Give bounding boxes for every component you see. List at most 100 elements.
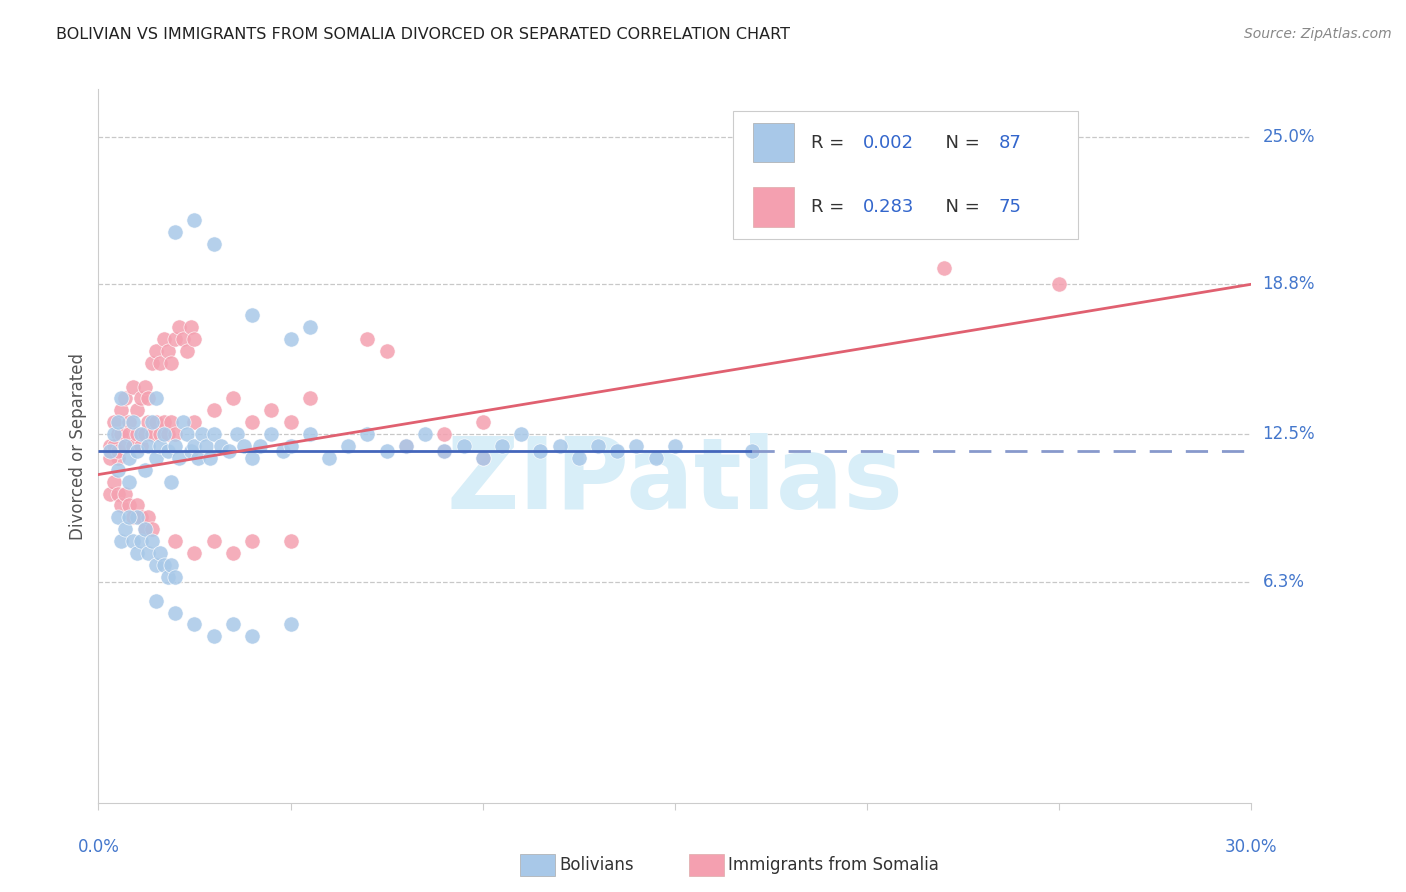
Text: N =: N = — [935, 134, 986, 152]
Point — [202, 629, 225, 643]
Point — [110, 534, 132, 549]
Point — [118, 510, 141, 524]
Point — [152, 558, 174, 572]
Point — [107, 450, 129, 465]
Text: 0.0%: 0.0% — [77, 838, 120, 855]
Point — [1047, 277, 1070, 292]
Point — [471, 415, 494, 429]
Point — [98, 486, 121, 500]
Point — [222, 392, 245, 406]
Text: Immigrants from Somalia: Immigrants from Somalia — [728, 856, 939, 874]
Text: Source: ZipAtlas.com: Source: ZipAtlas.com — [1244, 27, 1392, 41]
Point — [114, 392, 136, 406]
Point — [548, 439, 571, 453]
Point — [165, 225, 187, 239]
Point — [156, 427, 179, 442]
Point — [103, 427, 125, 442]
Point — [129, 439, 152, 453]
Point — [114, 486, 136, 500]
Point — [122, 534, 145, 549]
Point — [240, 534, 263, 549]
Point — [165, 570, 187, 584]
Point — [122, 439, 145, 453]
Point — [156, 570, 179, 584]
Point — [471, 450, 494, 465]
Text: 75: 75 — [998, 198, 1022, 216]
Point — [160, 415, 183, 429]
Point — [134, 522, 156, 536]
Point — [129, 534, 152, 549]
Point — [165, 427, 187, 442]
Point — [260, 427, 283, 442]
Point — [149, 356, 172, 370]
Text: 0.283: 0.283 — [863, 198, 914, 216]
Point — [160, 558, 183, 572]
Text: Bolivians: Bolivians — [560, 856, 634, 874]
Point — [318, 450, 340, 465]
Point — [395, 439, 418, 453]
Point — [298, 320, 321, 334]
Point — [183, 617, 205, 632]
Point — [218, 443, 240, 458]
Point — [145, 392, 167, 406]
Point — [103, 439, 125, 453]
Point — [98, 443, 121, 458]
Point — [110, 403, 132, 417]
Text: 0.002: 0.002 — [863, 134, 914, 152]
Point — [183, 546, 205, 560]
Point — [152, 415, 174, 429]
Point — [222, 546, 245, 560]
Point — [114, 439, 136, 453]
Point — [413, 427, 436, 442]
Point — [433, 443, 456, 458]
Point — [202, 534, 225, 549]
Point — [240, 450, 263, 465]
Text: N =: N = — [935, 198, 986, 216]
Point — [167, 450, 190, 465]
Point — [433, 427, 456, 442]
Point — [122, 510, 145, 524]
Text: R =: R = — [811, 134, 849, 152]
Point — [165, 439, 187, 453]
Point — [606, 443, 628, 458]
Point — [129, 510, 152, 524]
Point — [160, 356, 183, 370]
Point — [356, 332, 378, 346]
Point — [156, 343, 179, 358]
Point — [165, 534, 187, 549]
Point — [107, 486, 129, 500]
Point — [138, 510, 160, 524]
Point — [271, 443, 294, 458]
Point — [568, 450, 591, 465]
Point — [510, 427, 533, 442]
Point — [280, 332, 302, 346]
Text: R =: R = — [811, 198, 849, 216]
Point — [233, 439, 256, 453]
Point — [125, 427, 148, 442]
Point — [356, 427, 378, 442]
Point — [141, 356, 163, 370]
Point — [134, 379, 156, 393]
Point — [122, 415, 145, 429]
FancyBboxPatch shape — [733, 111, 1078, 239]
Point — [125, 546, 148, 560]
Point — [491, 439, 513, 453]
Point — [198, 450, 221, 465]
Point — [160, 475, 183, 489]
Point — [107, 443, 129, 458]
Point — [932, 260, 955, 275]
Point — [134, 522, 156, 536]
Point — [176, 427, 198, 442]
Point — [134, 427, 156, 442]
Point — [240, 629, 263, 643]
Point — [280, 534, 302, 549]
Point — [249, 439, 271, 453]
Point — [586, 439, 609, 453]
Point — [125, 499, 148, 513]
Point — [122, 379, 145, 393]
Point — [152, 427, 174, 442]
Text: ZIPatlas: ZIPatlas — [447, 434, 903, 530]
Point — [118, 475, 141, 489]
FancyBboxPatch shape — [754, 187, 793, 227]
Point — [433, 443, 456, 458]
